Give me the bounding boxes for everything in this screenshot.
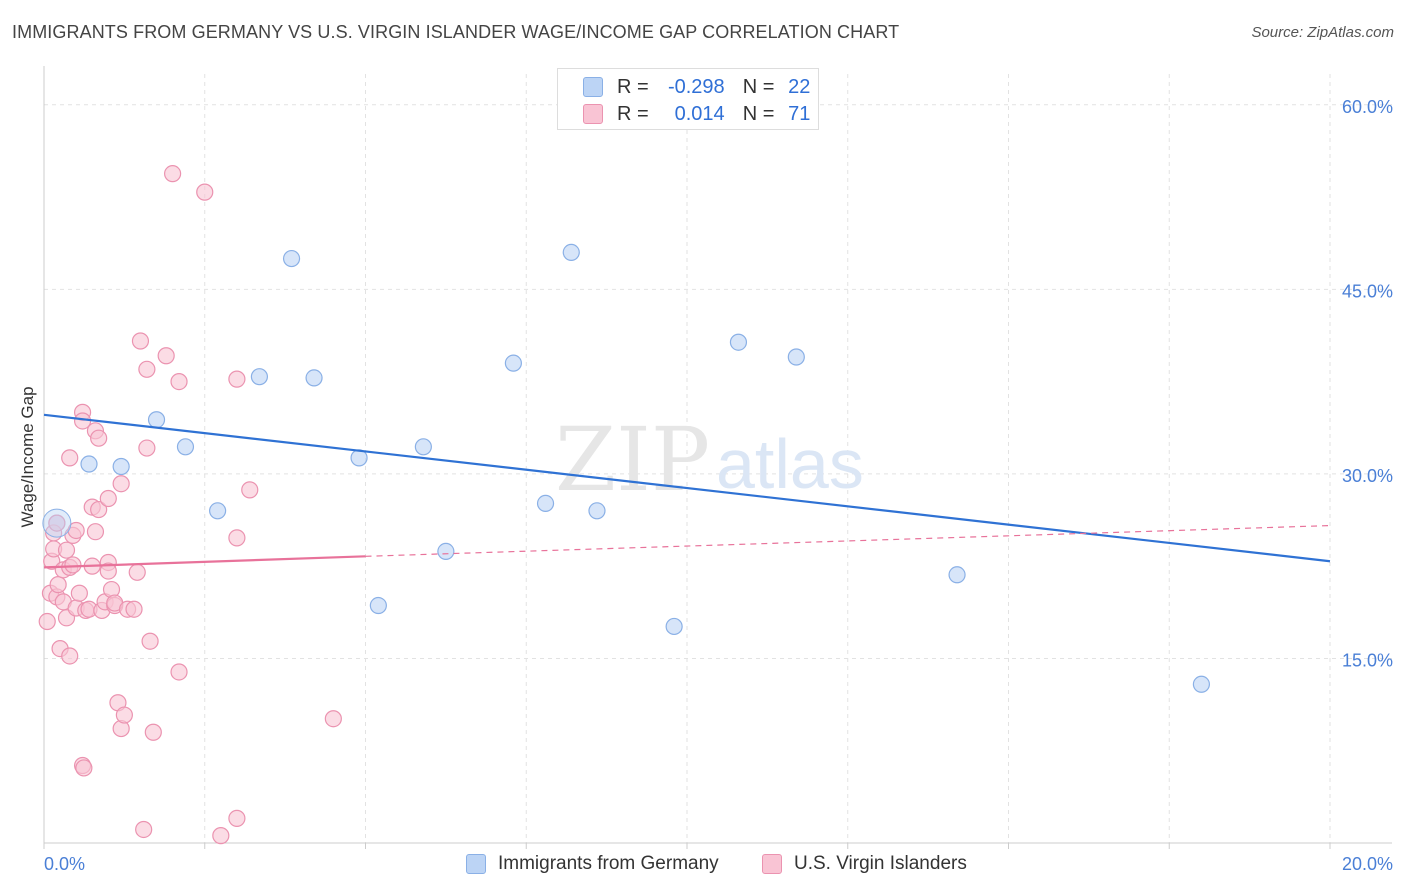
virgin-islander-point (138, 360, 156, 378)
series-swatch-pink (762, 854, 782, 874)
virgin-islander-point (128, 563, 146, 581)
legend-n-label: N = (742, 75, 775, 98)
legend-swatch-pink (583, 104, 603, 124)
germany-trend-line (43, 413, 1331, 563)
legend-row-germany: R = -0.298 N = 22 (558, 74, 810, 100)
virgin-islander-point (67, 521, 85, 540)
axis-layer (43, 66, 1392, 849)
virgin-islander-point (99, 562, 117, 580)
germany-point (588, 502, 606, 520)
germany-point-large (42, 508, 72, 538)
y-tick-label: 60.0% (1342, 97, 1393, 117)
virgin-islander-point (324, 710, 342, 728)
legend-n-value: 71 (788, 102, 811, 125)
correlation-legend: R = -0.298 N = 22 R = 0.014 N = 71 (557, 68, 819, 130)
germany-point (562, 243, 580, 262)
virgin-islander-point (170, 663, 188, 681)
grid-layer (44, 74, 1392, 843)
germany-point (147, 411, 166, 429)
germany-point (250, 368, 269, 386)
legend-n-label: N = (742, 102, 775, 125)
germany-point (1192, 675, 1211, 693)
series-legend-virgin-islanders: U.S. Virgin Islanders (762, 851, 967, 877)
virgin-islander-point (228, 809, 246, 827)
y-tick-label: 15.0% (1342, 650, 1393, 670)
virgin-islander-point (38, 612, 56, 631)
virgin-islander-point (241, 481, 259, 499)
legend-r-label: R = (617, 102, 649, 125)
germany-point (504, 354, 522, 372)
virgin-islander-point (115, 706, 133, 724)
virgin-islander-point (125, 600, 143, 618)
virgin-islander-point (70, 584, 88, 602)
watermark-zip: ZIP (555, 408, 710, 511)
virgin-islander-point (61, 647, 79, 665)
watermark-atlas: atlas (716, 425, 864, 503)
germany-point (729, 333, 748, 351)
virgin-islander-point (49, 576, 67, 594)
virgin-islander-point (228, 370, 246, 388)
virgin-islander-point (61, 449, 79, 467)
virgin-islander-point (131, 332, 150, 350)
virgin-islander-point (90, 429, 108, 447)
legend-r-label: R = (617, 75, 649, 98)
source-note: Source: ZipAtlas.com (1251, 24, 1394, 41)
germany-point (176, 438, 195, 456)
legend-row-virgin-islanders: R = 0.014 N = 71 (558, 101, 810, 127)
legend-r-value: 0.014 (674, 102, 725, 125)
virgin-islander-point (90, 500, 108, 519)
legend-swatch-blue (583, 77, 603, 97)
legend-r-value: -0.298 (667, 75, 725, 98)
germany-point (80, 455, 98, 473)
watermark: ZIP atlas (555, 408, 864, 511)
virgin-islander-point (141, 632, 159, 650)
virgin-islander-point (86, 523, 105, 541)
virgin-islander-point (164, 165, 182, 183)
virgin-islander-point (144, 723, 162, 741)
points-layer (38, 165, 1211, 845)
germany-point (282, 249, 301, 268)
germany-point (536, 494, 555, 513)
series-name-virgin-islanders: U.S. Virgin Islanders (794, 853, 967, 874)
virgin-islander-point (99, 489, 117, 508)
virgin-islander-trend-line (43, 555, 366, 569)
series-swatch-blue (466, 854, 486, 874)
y-tick-label: 30.0% (1342, 466, 1393, 486)
legend-n-value: 22 (788, 75, 811, 98)
x-tick-label: 20.0% (1342, 854, 1393, 874)
virgin-islander-point (138, 439, 156, 457)
virgin-islander-point (212, 827, 230, 845)
virgin-islander-point (228, 529, 246, 547)
germany-point (948, 566, 966, 584)
series-legend: Immigrants from Germany U.S. Virgin Isla… (0, 851, 1406, 877)
y-tick-label: 45.0% (1342, 281, 1393, 301)
virgin-islander-point (196, 183, 214, 201)
series-name-germany: Immigrants from Germany (498, 853, 719, 874)
virgin-islander-trend-projection (365, 524, 1331, 557)
virgin-islander-point (57, 541, 76, 559)
germany-point (665, 617, 683, 636)
germany-point (437, 542, 455, 560)
germany-point (369, 596, 387, 615)
virgin-islander-point (112, 475, 130, 493)
virgin-islander-point (157, 347, 175, 365)
virgin-islander-point (135, 820, 153, 839)
germany-point (414, 438, 432, 456)
virgin-islander-point (75, 759, 93, 777)
chart-title: IMMIGRANTS FROM GERMANY VS U.S. VIRGIN I… (12, 22, 900, 42)
x-tick-label: 0.0% (44, 854, 85, 874)
virgin-islander-point (170, 373, 188, 391)
trend-layer (43, 413, 1331, 569)
tick-labels: 15.0% 30.0% 45.0% 60.0% 0.0% 20.0% (44, 97, 1393, 874)
germany-point (209, 502, 227, 520)
series-legend-germany: Immigrants from Germany (466, 851, 719, 877)
virgin-islander-point (64, 556, 82, 574)
germany-point (305, 369, 323, 387)
virgin-islander-point (48, 514, 66, 532)
germany-point (112, 457, 130, 476)
germany-point (787, 348, 805, 366)
